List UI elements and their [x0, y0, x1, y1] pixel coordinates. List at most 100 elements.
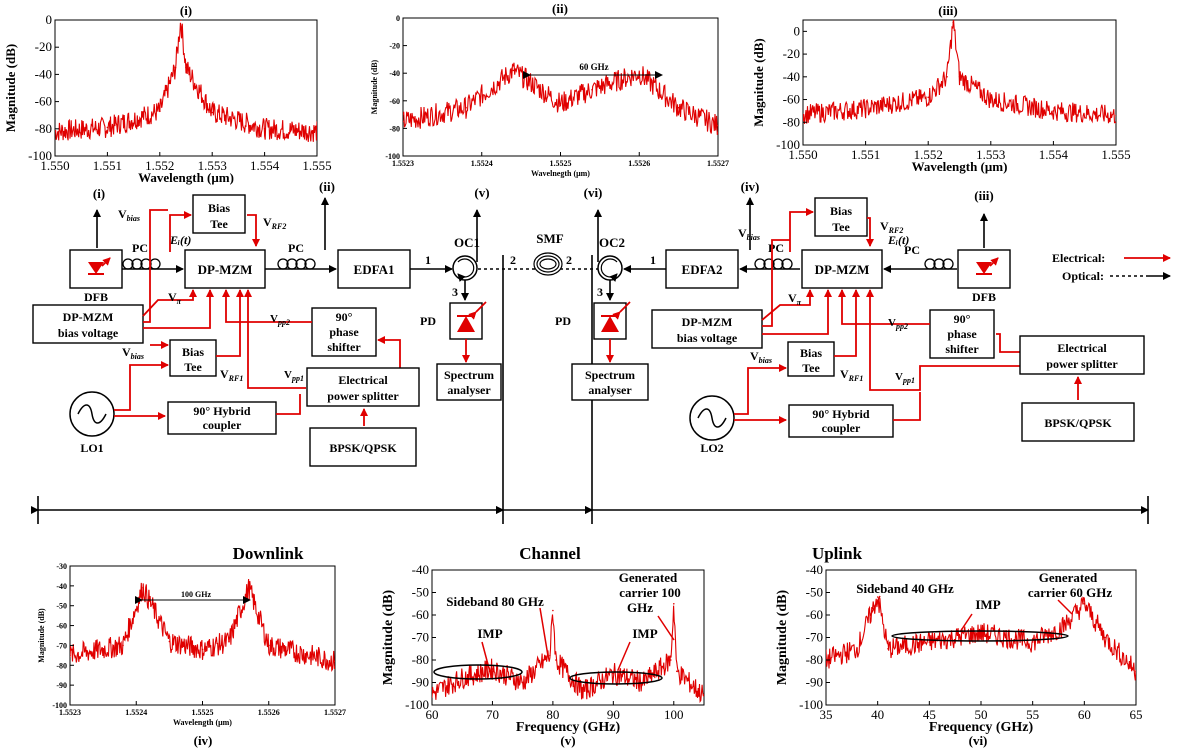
pointer [539, 607, 549, 657]
y-tick-label: -90 [412, 675, 429, 690]
x-tick-label: 70 [486, 707, 499, 722]
y-tick-label: -20 [389, 42, 400, 51]
x-axis-label: Wavelength (μm) [138, 170, 234, 185]
svg-text:analyser: analyser [588, 383, 632, 397]
trace-line [55, 22, 317, 142]
panel-label-vi: (vi) [969, 733, 988, 748]
bias-tee-bottom-left [169, 339, 217, 377]
x-tick-label: 1.5523 [59, 708, 81, 717]
svg-text:BPSK/QPSK: BPSK/QPSK [1044, 416, 1112, 430]
chart-3: 1.5523 1.5524 1.5525 1.5526 1.5527 -30 -40 -50 -… [37, 562, 346, 727]
data-point [980, 632, 982, 634]
dpmzm-right [801, 249, 883, 289]
y-tick-label: -100 [405, 697, 429, 712]
svg-text:2: 2 [566, 253, 572, 267]
y-tick-label: -60 [783, 92, 800, 107]
data-point [591, 89, 593, 91]
y-tick-label: 0 [46, 12, 53, 27]
data-point [1031, 641, 1034, 643]
section-divider [31, 255, 1149, 524]
y-tick-label: -60 [389, 97, 400, 106]
y-tick-label: -80 [806, 652, 823, 667]
data-point [316, 130, 317, 133]
x-tick-label: 55 [1026, 707, 1039, 722]
data-point [1104, 636, 1106, 639]
dpmzm-bias-voltage-left [32, 304, 144, 344]
svg-text:DP-MZM: DP-MZM [682, 315, 733, 329]
svg-text:(v): (v) [474, 185, 489, 200]
y-tick-label: -40 [412, 562, 429, 577]
bpsk-qpsk-left [309, 427, 417, 467]
chart-panel-v: (v) [431, 569, 705, 748]
legend: Electrical: Optical: [1052, 251, 1171, 283]
svg-text:power splitter: power splitter [1046, 357, 1118, 371]
svg-text:VRF2: VRF2 [880, 219, 903, 235]
y-tick-label: 0 [396, 14, 400, 23]
data-point [1135, 670, 1136, 673]
x-tick-label: 1.5523 [392, 159, 414, 168]
annotation-60ghz: 60 GHz [579, 62, 608, 72]
svg-text:Tee: Tee [210, 217, 228, 231]
x-tick-label: 1.5527 [707, 159, 729, 168]
y-tick-label: -20 [35, 39, 52, 54]
svg-text:Vbias: Vbias [122, 345, 144, 361]
spectrum-analyser-left [436, 363, 502, 401]
y-tick-label: -80 [783, 114, 800, 129]
svg-text:90°: 90° [954, 312, 971, 326]
imp-ellipse [891, 630, 1069, 642]
dfb-laser-right: DFB [957, 249, 1011, 304]
power-splitter-right [1019, 335, 1145, 375]
svg-text:shifter: shifter [945, 342, 979, 356]
chart-0: 1.550 1.551 1.552 1.553 1.554 1.555 0 -20 -40 -60… [3, 12, 332, 185]
svg-text:(i): (i) [93, 186, 105, 201]
svg-text:BPSK/QPSK: BPSK/QPSK [329, 441, 397, 455]
trace-line [803, 20, 1116, 125]
annotation-carrier: carrier 100 [619, 585, 680, 600]
trace-line [70, 578, 335, 672]
x-tick-label: 1.5525 [192, 708, 214, 717]
y-tick-label: -80 [389, 124, 400, 133]
polarization-controller-left: PC [122, 241, 161, 270]
data-point [670, 659, 672, 661]
y-tick-label: -80 [35, 121, 52, 136]
annotation-sideband-80: Sideband 80 GHz [446, 594, 544, 609]
x-tick-label: 80 [546, 707, 559, 722]
y-axis-label: Magnitude (dB) [751, 38, 766, 126]
y-tick-label: -100 [776, 137, 800, 152]
svg-text:Tee: Tee [184, 360, 202, 374]
data-point [803, 113, 804, 116]
svg-text:OC1: OC1 [454, 235, 480, 250]
x-tick-label: 1.5527 [324, 708, 346, 717]
svg-text:analyser: analyser [447, 383, 491, 397]
svg-text:VRF1: VRF1 [220, 367, 243, 383]
pointer [657, 615, 675, 641]
data-point [142, 587, 144, 589]
y-tick-label: -100 [28, 148, 52, 163]
bpsk-qpsk-right [1021, 402, 1135, 442]
x-tick-label: 65 [1130, 707, 1143, 722]
svg-text:Vpp2: Vpp2 [270, 313, 290, 327]
x-tick-label: 1.5526 [628, 159, 650, 168]
y-tick-label: -60 [412, 607, 429, 622]
optical-circulator-1: OC1 [452, 235, 480, 282]
data-point [856, 648, 858, 650]
svg-text:Eᵢ(t): Eᵢ(t) [887, 233, 909, 247]
svg-text:coupler: coupler [203, 418, 242, 432]
annotation-imp-1: IMP [477, 626, 502, 641]
data-point [168, 640, 171, 643]
y-tick-label: -40 [389, 69, 400, 78]
svg-text:LO2: LO2 [700, 441, 723, 455]
data-point [952, 21, 954, 24]
hybrid-coupler-right [788, 404, 894, 438]
y-tick-label: -20 [783, 46, 800, 61]
panel-label-v: (v) [560, 733, 575, 748]
data-point [106, 126, 109, 129]
svg-text:EDFA2: EDFA2 [682, 262, 723, 277]
data-point [334, 660, 335, 663]
svg-text:DFB: DFB [972, 290, 996, 304]
svg-text:Tee: Tee [802, 361, 820, 375]
svg-text:(ii): (ii) [319, 179, 335, 194]
pointer [481, 641, 491, 673]
y-axis-label: Magnitude (dB) [381, 590, 396, 686]
x-tick-label: 100 [664, 707, 684, 722]
